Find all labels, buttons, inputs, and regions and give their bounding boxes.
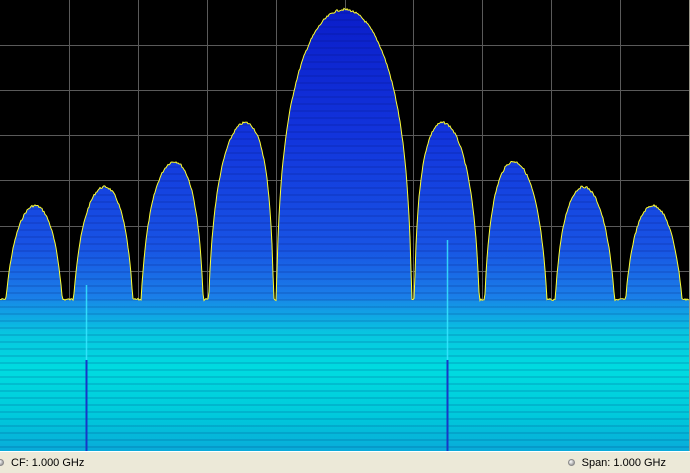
spectrum-display[interactable] <box>0 0 690 451</box>
span-label: Span: 1.000 GHz <box>581 457 666 469</box>
span-readout[interactable]: Span: 1.000 GHz <box>567 456 666 470</box>
max-hold-trace <box>0 7 689 302</box>
spectrogram-texture <box>0 8 689 451</box>
status-bar: CF: 1.000 GHz Span: 1.000 GHz <box>0 451 690 473</box>
center-frequency-readout[interactable]: CF: 1.000 GHz <box>0 456 84 470</box>
spur-lines <box>85 240 449 451</box>
noise-floor-band <box>0 300 689 451</box>
peak-trace <box>0 7 689 302</box>
cf-marker-icon <box>0 458 4 466</box>
spectrogram-plot <box>0 0 689 451</box>
cf-label: CF: 1.000 GHz <box>11 457 85 469</box>
span-marker-icon <box>567 458 575 466</box>
spectrogram-fill <box>0 8 689 451</box>
